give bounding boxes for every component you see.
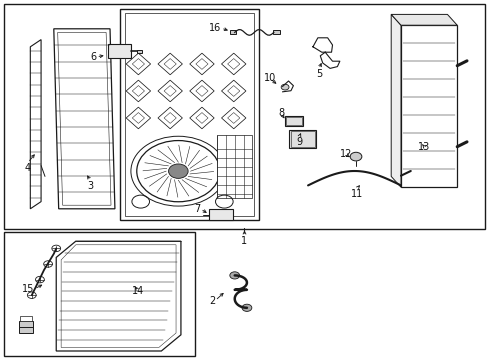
- Circle shape: [281, 84, 288, 90]
- Bar: [290, 131, 314, 147]
- Text: 4: 4: [25, 163, 31, 173]
- Bar: [124, 13, 254, 216]
- Bar: [272, 30, 279, 34]
- Bar: [107, 44, 131, 58]
- Text: 8: 8: [278, 108, 284, 118]
- Text: 5: 5: [315, 69, 321, 79]
- Text: 6: 6: [90, 52, 96, 62]
- Text: 11: 11: [350, 189, 363, 199]
- Text: 16: 16: [208, 23, 221, 33]
- Circle shape: [27, 292, 36, 298]
- Bar: [4, 232, 194, 356]
- Circle shape: [349, 152, 361, 161]
- Text: 3: 3: [87, 181, 93, 191]
- Text: 9: 9: [296, 137, 302, 147]
- Bar: [4, 4, 484, 229]
- Circle shape: [242, 304, 251, 311]
- Polygon shape: [390, 14, 456, 25]
- Polygon shape: [390, 14, 400, 187]
- Bar: [209, 209, 232, 220]
- Circle shape: [43, 261, 52, 267]
- Polygon shape: [56, 241, 181, 351]
- Text: 1: 1: [241, 236, 247, 246]
- Circle shape: [52, 245, 61, 252]
- Text: 14: 14: [132, 286, 144, 296]
- Bar: [217, 135, 252, 198]
- Bar: [285, 117, 301, 125]
- Bar: [229, 30, 235, 34]
- Bar: [289, 130, 316, 148]
- Circle shape: [36, 276, 44, 283]
- Text: 13: 13: [417, 142, 430, 152]
- Bar: [400, 25, 456, 187]
- Text: 12: 12: [339, 149, 352, 159]
- Bar: [20, 316, 32, 321]
- Bar: [19, 327, 33, 333]
- Circle shape: [168, 164, 188, 178]
- Bar: [137, 50, 142, 53]
- Text: 2: 2: [208, 296, 215, 306]
- Bar: [120, 9, 259, 220]
- Polygon shape: [312, 38, 332, 52]
- Text: 7: 7: [194, 204, 200, 214]
- Text: 10: 10: [263, 73, 276, 84]
- Polygon shape: [54, 29, 115, 209]
- Circle shape: [229, 272, 239, 279]
- Polygon shape: [30, 40, 41, 209]
- Text: 15: 15: [22, 284, 34, 294]
- Bar: [284, 116, 303, 126]
- Bar: [19, 321, 33, 328]
